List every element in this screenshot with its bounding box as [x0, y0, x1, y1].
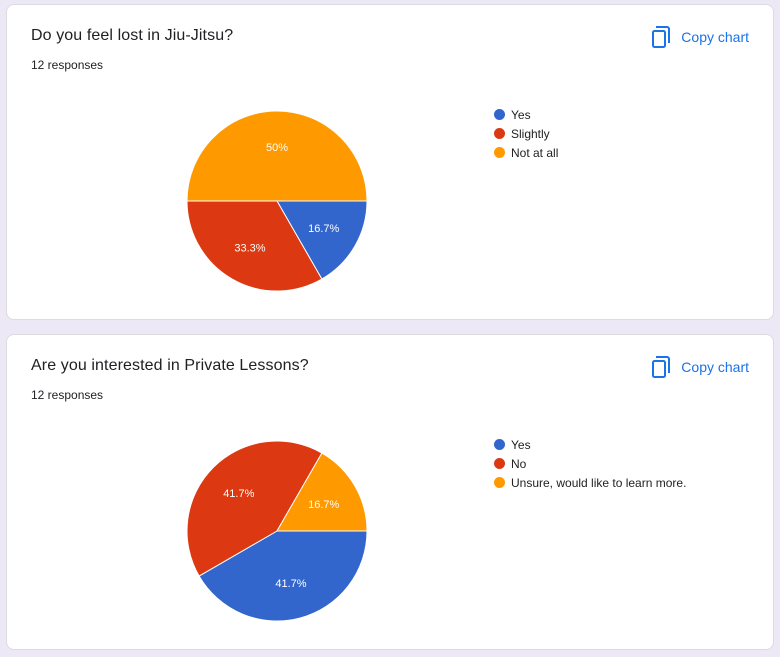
chart-title: Do you feel lost in Jiu-Jitsu? — [31, 27, 234, 44]
chart-title: Are you interested in Private Lessons? — [31, 357, 309, 374]
legend-swatch — [494, 147, 505, 158]
legend-label: Unsure, would like to learn more. — [511, 475, 687, 490]
legend-label: Not at all — [511, 145, 559, 160]
copy-chart-label: Copy chart — [681, 359, 749, 375]
pie-slice-unsure-would-like-to-learn-more — [276, 452, 368, 532]
legend-item[interactable]: Unsure, would like to learn more. — [493, 473, 686, 492]
slice-data-label: 16.7% — [308, 499, 339, 511]
pie-slice-not-at-all — [186, 110, 368, 202]
legend-label: Yes — [511, 437, 531, 452]
chart-card: Do you feel lost in Jiu-Jitsu? 12 respon… — [6, 4, 774, 320]
chart-legend: Yes No Unsure, would like to learn more. — [493, 435, 686, 492]
legend-swatch — [494, 128, 505, 139]
slice-data-label: 50% — [266, 142, 288, 154]
chart-card: Are you interested in Private Lessons? 1… — [6, 334, 774, 650]
legend-swatch — [494, 477, 505, 488]
legend-label: No — [511, 456, 527, 471]
legend-swatch — [494, 458, 505, 469]
slice-data-label: 41.7% — [223, 488, 254, 500]
legend-item[interactable]: Yes — [493, 105, 558, 124]
pie-slice-yes — [198, 530, 368, 622]
legend-item[interactable]: No — [493, 454, 686, 473]
pie-slice-slightly — [186, 200, 323, 292]
copy-icon — [652, 356, 671, 378]
copy-chart-button[interactable]: Copy chart — [651, 352, 749, 382]
pie-slice-yes — [276, 200, 368, 280]
response-count: 12 responses — [31, 58, 104, 72]
pie-slice-no — [186, 440, 323, 577]
copy-chart-label: Copy chart — [681, 29, 749, 45]
copy-chart-button[interactable]: Copy chart — [651, 22, 749, 52]
slice-data-label: 41.7% — [275, 578, 306, 590]
slice-data-label: 33.3% — [234, 243, 265, 255]
legend-swatch — [494, 109, 505, 120]
pie-chart: 16.7% 33.3% 50% — [186, 110, 368, 292]
legend-item[interactable]: Yes — [493, 435, 686, 454]
pie-chart: 41.7% 41.7% 16.7% — [186, 440, 368, 622]
slice-data-label: 16.7% — [308, 223, 339, 235]
legend-swatch — [494, 439, 505, 450]
legend-item[interactable]: Slightly — [493, 124, 558, 143]
legend-item[interactable]: Not at all — [493, 143, 558, 162]
chart-legend: Yes Slightly Not at all — [493, 105, 558, 162]
response-count: 12 responses — [31, 388, 104, 402]
legend-label: Yes — [511, 107, 531, 122]
copy-icon — [652, 26, 671, 48]
legend-label: Slightly — [511, 126, 550, 141]
